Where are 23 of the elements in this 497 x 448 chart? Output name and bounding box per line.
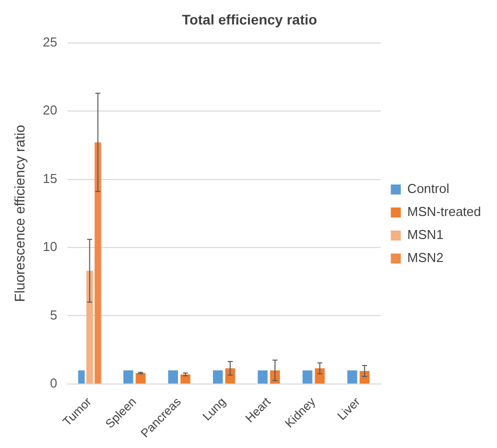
- legend-label: Control: [407, 181, 450, 196]
- legend-label: MSN1: [407, 227, 444, 242]
- bar: [347, 370, 358, 384]
- bar: [180, 374, 190, 384]
- y-tick-label: 20: [42, 102, 58, 118]
- y-tick-label: 15: [42, 170, 58, 186]
- bar: [168, 370, 178, 384]
- legend-label: MSN2: [407, 250, 444, 266]
- bar: [360, 371, 370, 384]
- bar: [86, 270, 93, 384]
- bar: [123, 370, 134, 384]
- y-tick-label: 25: [42, 34, 58, 50]
- bar: [258, 370, 268, 384]
- bar: [94, 142, 102, 384]
- bar: [302, 370, 312, 384]
- y-tick-label: 0: [50, 376, 58, 391]
- y-axis-title: Fluorescence efficiency ratio: [11, 124, 28, 302]
- y-tick-label: 5: [50, 307, 58, 322]
- chart-title: Total efficiency ratio: [182, 11, 318, 28]
- legend-label: MSN-treated: [407, 204, 482, 220]
- bar: [212, 370, 223, 384]
- y-tick-label: 10: [42, 239, 58, 254]
- bar: [136, 373, 146, 384]
